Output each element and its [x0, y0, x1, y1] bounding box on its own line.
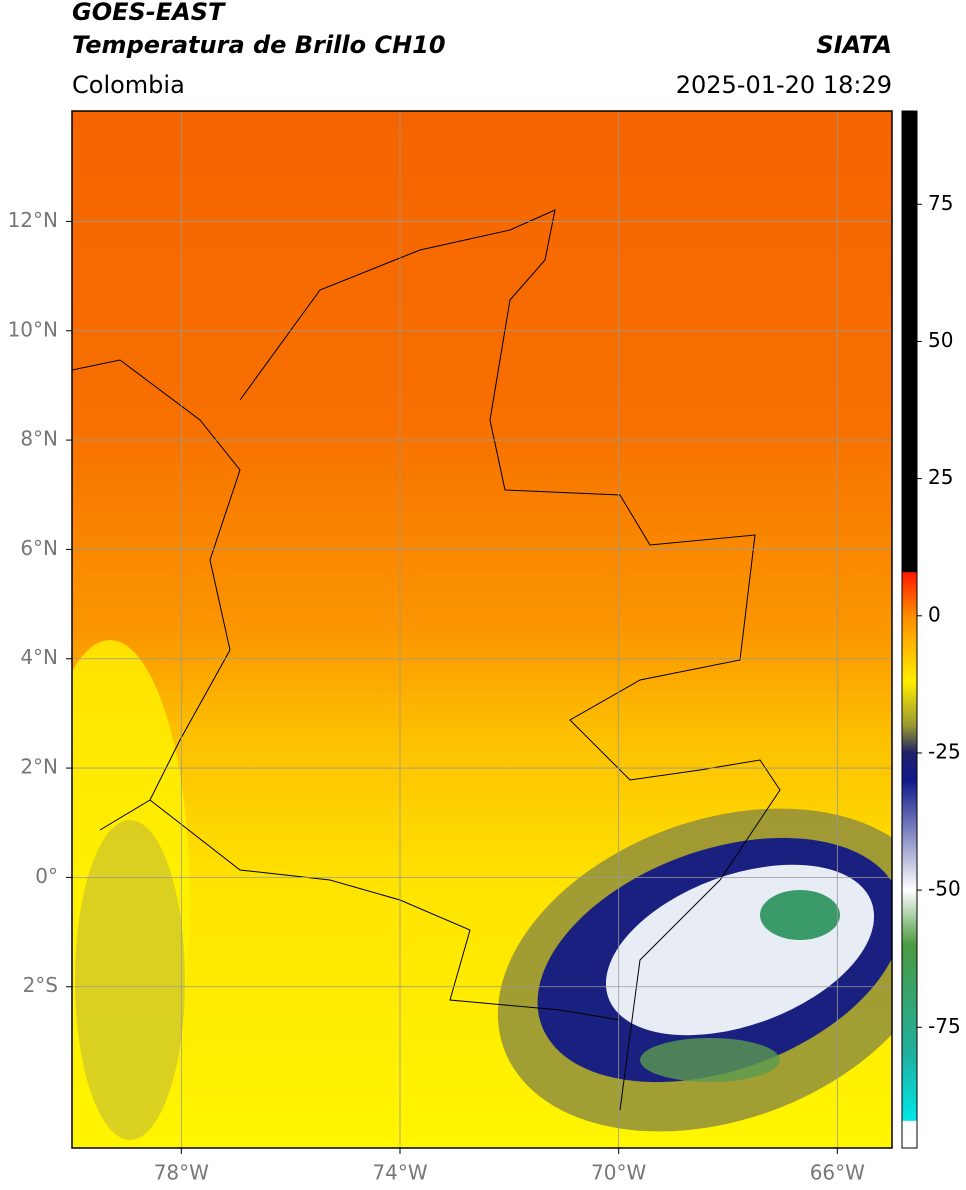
- satellite-image: [72, 111, 892, 1148]
- title: GOES-EAST: [72, 0, 226, 26]
- region: Colombia: [72, 71, 185, 99]
- y-tick-label: 0°: [35, 864, 58, 888]
- colorbar-tick-label: 75: [928, 191, 953, 215]
- colorbar-tick-label: 0: [928, 602, 941, 626]
- map-frame: [71, 110, 893, 1149]
- subtitle: Temperatura de Brillo CH10: [72, 31, 446, 59]
- grid: [72, 111, 892, 1148]
- y-tick-label: 10°N: [8, 317, 58, 341]
- colorbar-tick-label: -50: [928, 877, 961, 901]
- y-tick-label: 8°N: [20, 427, 58, 451]
- datetime: 2025-01-20 18:29: [676, 71, 892, 99]
- y-tick-label: 4°N: [20, 645, 58, 669]
- y-tick-label: 6°N: [20, 536, 58, 560]
- colorbar: [901, 110, 918, 1149]
- colorbar-tick-label: -75: [928, 1014, 961, 1038]
- y-tick-label: 12°N: [8, 208, 58, 232]
- y-tick-label: 2°N: [20, 755, 58, 779]
- x-tick-label: 74°W: [372, 1161, 427, 1185]
- x-tick-label: 70°W: [591, 1161, 646, 1185]
- y-tick-label: 2°S: [23, 973, 58, 997]
- source: SIATA: [816, 31, 892, 59]
- colorbar-tick-label: -25: [928, 739, 961, 763]
- x-tick-label: 66°W: [810, 1161, 865, 1185]
- colorbar-tick-label: 50: [928, 328, 953, 352]
- x-tick-label: 78°W: [154, 1161, 209, 1185]
- colorbar-tick-label: 25: [928, 465, 953, 489]
